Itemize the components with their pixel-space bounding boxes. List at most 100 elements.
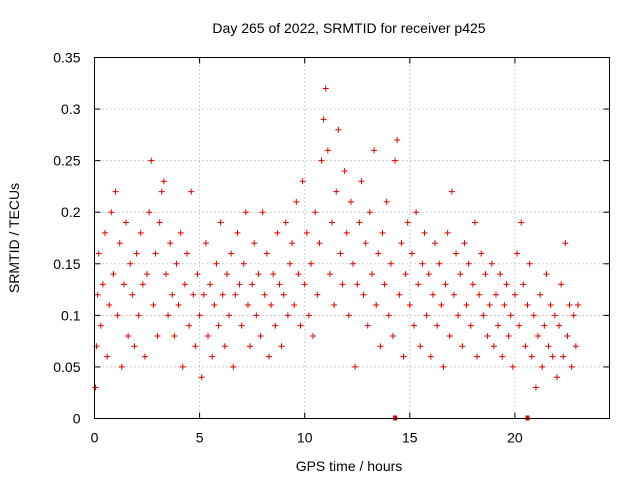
- data-point: [133, 250, 140, 257]
- x-axis-label: GPS time / hours: [296, 458, 403, 474]
- data-point: [108, 209, 115, 216]
- data-point: [341, 167, 348, 174]
- data-point: [303, 229, 310, 236]
- data-point: [188, 188, 195, 195]
- data-point: [442, 281, 449, 288]
- data-point: [385, 312, 392, 319]
- data-point: [423, 312, 430, 319]
- data-point: [495, 322, 502, 329]
- y-tick-label: 0.05: [53, 359, 80, 375]
- data-point: [324, 147, 331, 154]
- data-point: [398, 240, 405, 247]
- data-point: [450, 291, 457, 298]
- data-point: [196, 312, 203, 319]
- data-point: [537, 291, 544, 298]
- data-point: [455, 312, 462, 319]
- data-point: [434, 322, 441, 329]
- data-point: [574, 302, 581, 309]
- y-tick-label: 0.15: [53, 256, 80, 272]
- data-point: [326, 271, 333, 278]
- data-point: [261, 291, 268, 298]
- data-point: [289, 240, 296, 247]
- data-point: [177, 229, 184, 236]
- data-point: [366, 209, 373, 216]
- data-point: [144, 271, 151, 278]
- data-point: [92, 384, 99, 391]
- data-point: [114, 312, 121, 319]
- y-tick-label: 0.25: [53, 153, 80, 169]
- data-point: [169, 291, 176, 298]
- data-point: [471, 219, 478, 226]
- data-point: [373, 302, 380, 309]
- data-point: [354, 281, 361, 288]
- data-point: [167, 240, 174, 247]
- data-point: [331, 302, 338, 309]
- y-tick-label: 0.35: [53, 50, 80, 66]
- x-tick-label: 20: [507, 430, 523, 446]
- data-point: [461, 240, 468, 247]
- data-point: [320, 116, 327, 123]
- data-point: [171, 332, 178, 339]
- data-point: [318, 157, 325, 164]
- data-point: [301, 281, 308, 288]
- data-point: [213, 260, 220, 267]
- data-point: [497, 271, 504, 278]
- data-points: [92, 85, 581, 391]
- data-point: [553, 374, 560, 381]
- data-point: [141, 353, 148, 360]
- data-point: [356, 219, 363, 226]
- data-point: [411, 322, 418, 329]
- data-point: [165, 312, 172, 319]
- data-point: [162, 271, 169, 278]
- data-point: [207, 281, 214, 288]
- data-point: [104, 353, 111, 360]
- data-point: [463, 302, 470, 309]
- x-tick-label: 15: [402, 430, 418, 446]
- data-point: [467, 322, 474, 329]
- data-point: [186, 322, 193, 329]
- y-tick-label: 0.2: [61, 204, 81, 220]
- data-point: [484, 332, 491, 339]
- data-point: [562, 240, 569, 247]
- data-point: [272, 322, 279, 329]
- data-point: [404, 219, 411, 226]
- data-point: [377, 343, 384, 350]
- chart-title: Day 265 of 2022, SRMTID for receiver p42…: [212, 20, 485, 36]
- data-point: [102, 229, 109, 236]
- data-point: [368, 271, 375, 278]
- data-point: [406, 302, 413, 309]
- data-point: [276, 281, 283, 288]
- data-point: [415, 281, 422, 288]
- data-point: [444, 229, 451, 236]
- data-point: [242, 209, 249, 216]
- data-point: [524, 302, 531, 309]
- data-point: [312, 209, 319, 216]
- data-point: [198, 374, 205, 381]
- data-point: [310, 332, 317, 339]
- data-point: [226, 312, 233, 319]
- data-point: [335, 126, 342, 133]
- data-point: [112, 188, 119, 195]
- data-point: [282, 219, 289, 226]
- data-point: [152, 250, 159, 257]
- data-point: [205, 332, 212, 339]
- data-point: [314, 291, 321, 298]
- x-tick-label: 0: [91, 430, 99, 446]
- data-point: [572, 343, 579, 350]
- data-point: [347, 198, 354, 205]
- data-point: [509, 363, 516, 370]
- data-point: [432, 240, 439, 247]
- data-point: [459, 343, 466, 350]
- data-point: [514, 250, 521, 257]
- data-point: [528, 353, 535, 360]
- x-tick-label: 5: [196, 430, 204, 446]
- data-point: [522, 343, 529, 350]
- axis-tick-labels: 0 0.05 0.1 0.15 0.2 0.25 0.3 0.35 0 5 10 15 20: [53, 50, 523, 446]
- data-point: [417, 343, 424, 350]
- y-tick-label: 0.3: [61, 101, 81, 117]
- data-point: [158, 188, 165, 195]
- data-point: [492, 291, 499, 298]
- data-point: [219, 291, 226, 298]
- data-point: [194, 271, 201, 278]
